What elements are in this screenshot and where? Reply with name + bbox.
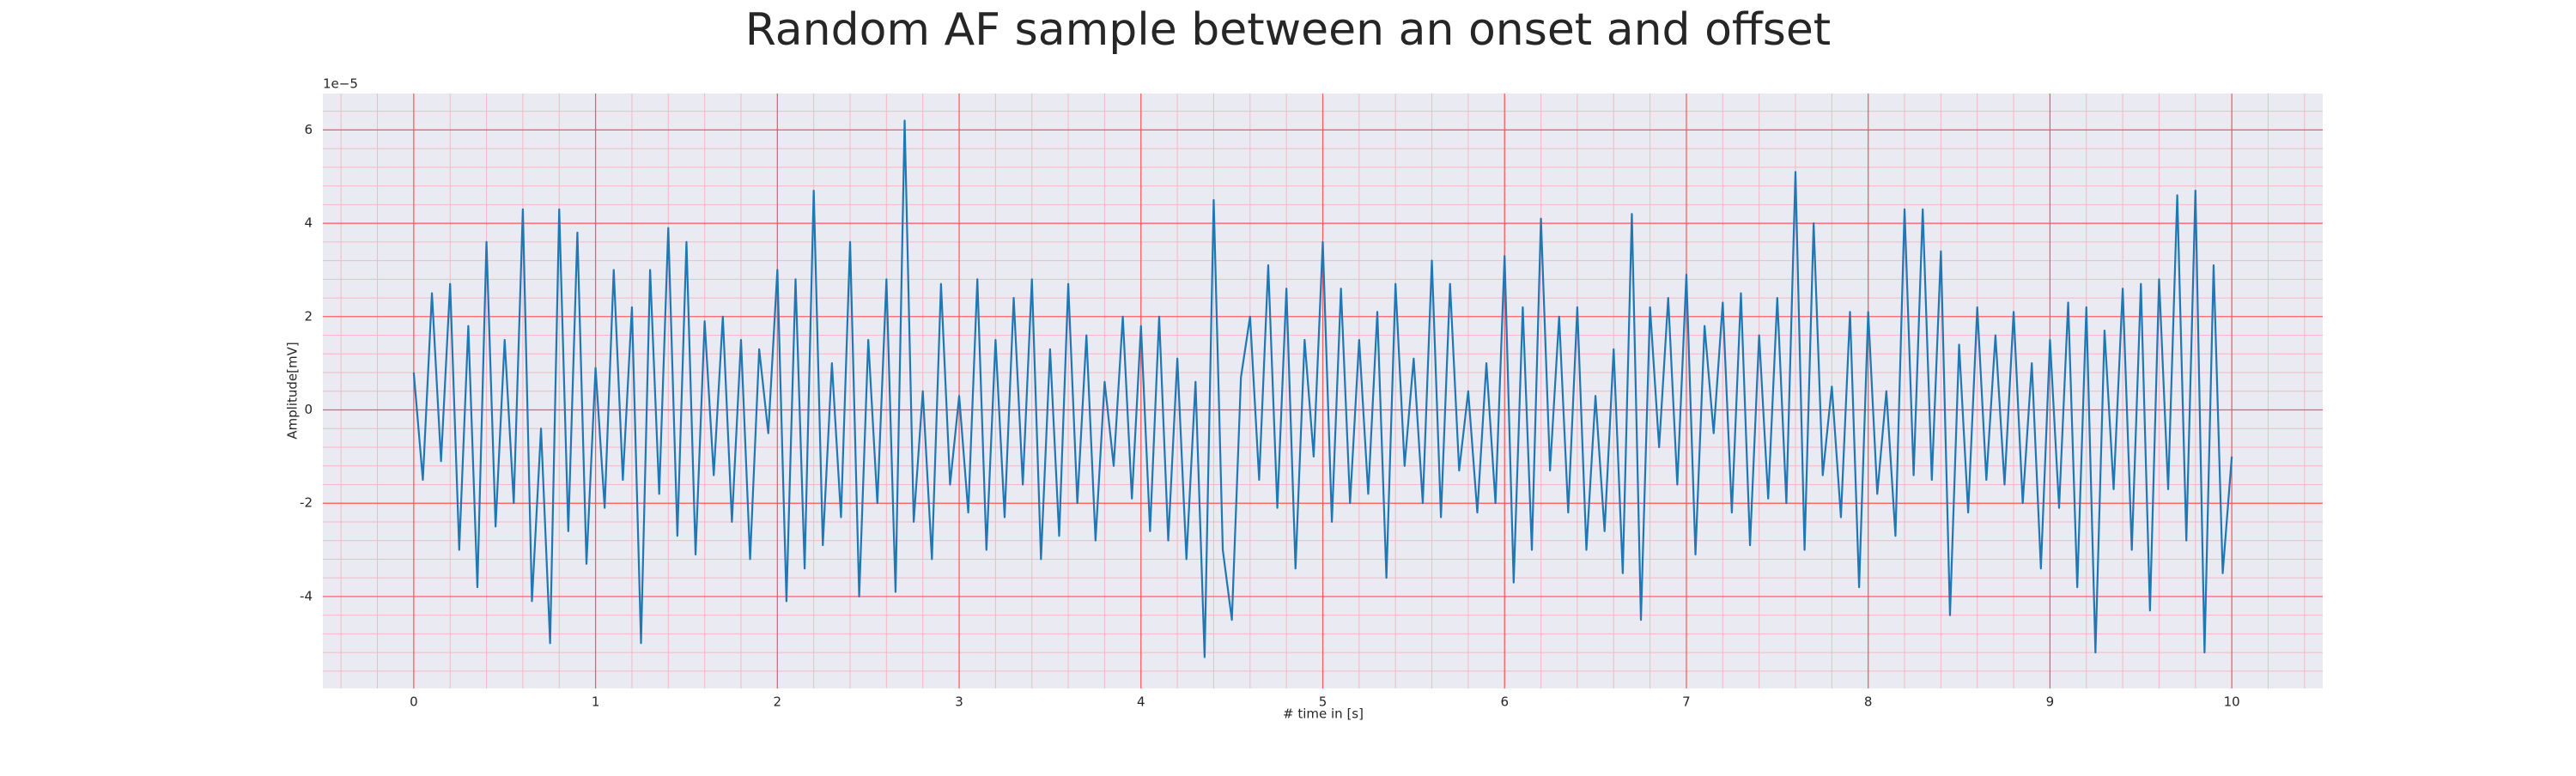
y-tick-label: -4 [300,588,313,603]
y-offset-label: 1e−5 [323,76,358,92]
x-tick-label: 3 [955,694,963,710]
y-tick-label: 0 [304,402,313,417]
chart-title: Random AF sample between an onset and of… [745,4,1831,56]
x-tick-label: 1 [592,694,600,710]
y-tick-label: 6 [304,122,313,137]
x-tick-label: 4 [1137,694,1145,710]
y-tick-label: 2 [304,308,313,324]
x-tick-label: 9 [2046,694,2055,710]
x-tick-label: 10 [2224,694,2240,710]
x-tick-label: 7 [1682,694,1691,710]
x-tick-label: 2 [774,694,782,710]
x-tick-label: 0 [410,694,418,710]
y-tick-label: -2 [300,495,313,511]
y-axis-label: Amplitude[mV] [285,342,301,439]
x-tick-label: 5 [1319,694,1327,710]
x-tick-label: 8 [1864,694,1873,710]
x-tick-label: 6 [1500,694,1509,710]
y-tick-label: 4 [304,215,313,231]
x-axis-label: # time in [s] [1283,706,1364,722]
signal-line [412,119,2233,658]
